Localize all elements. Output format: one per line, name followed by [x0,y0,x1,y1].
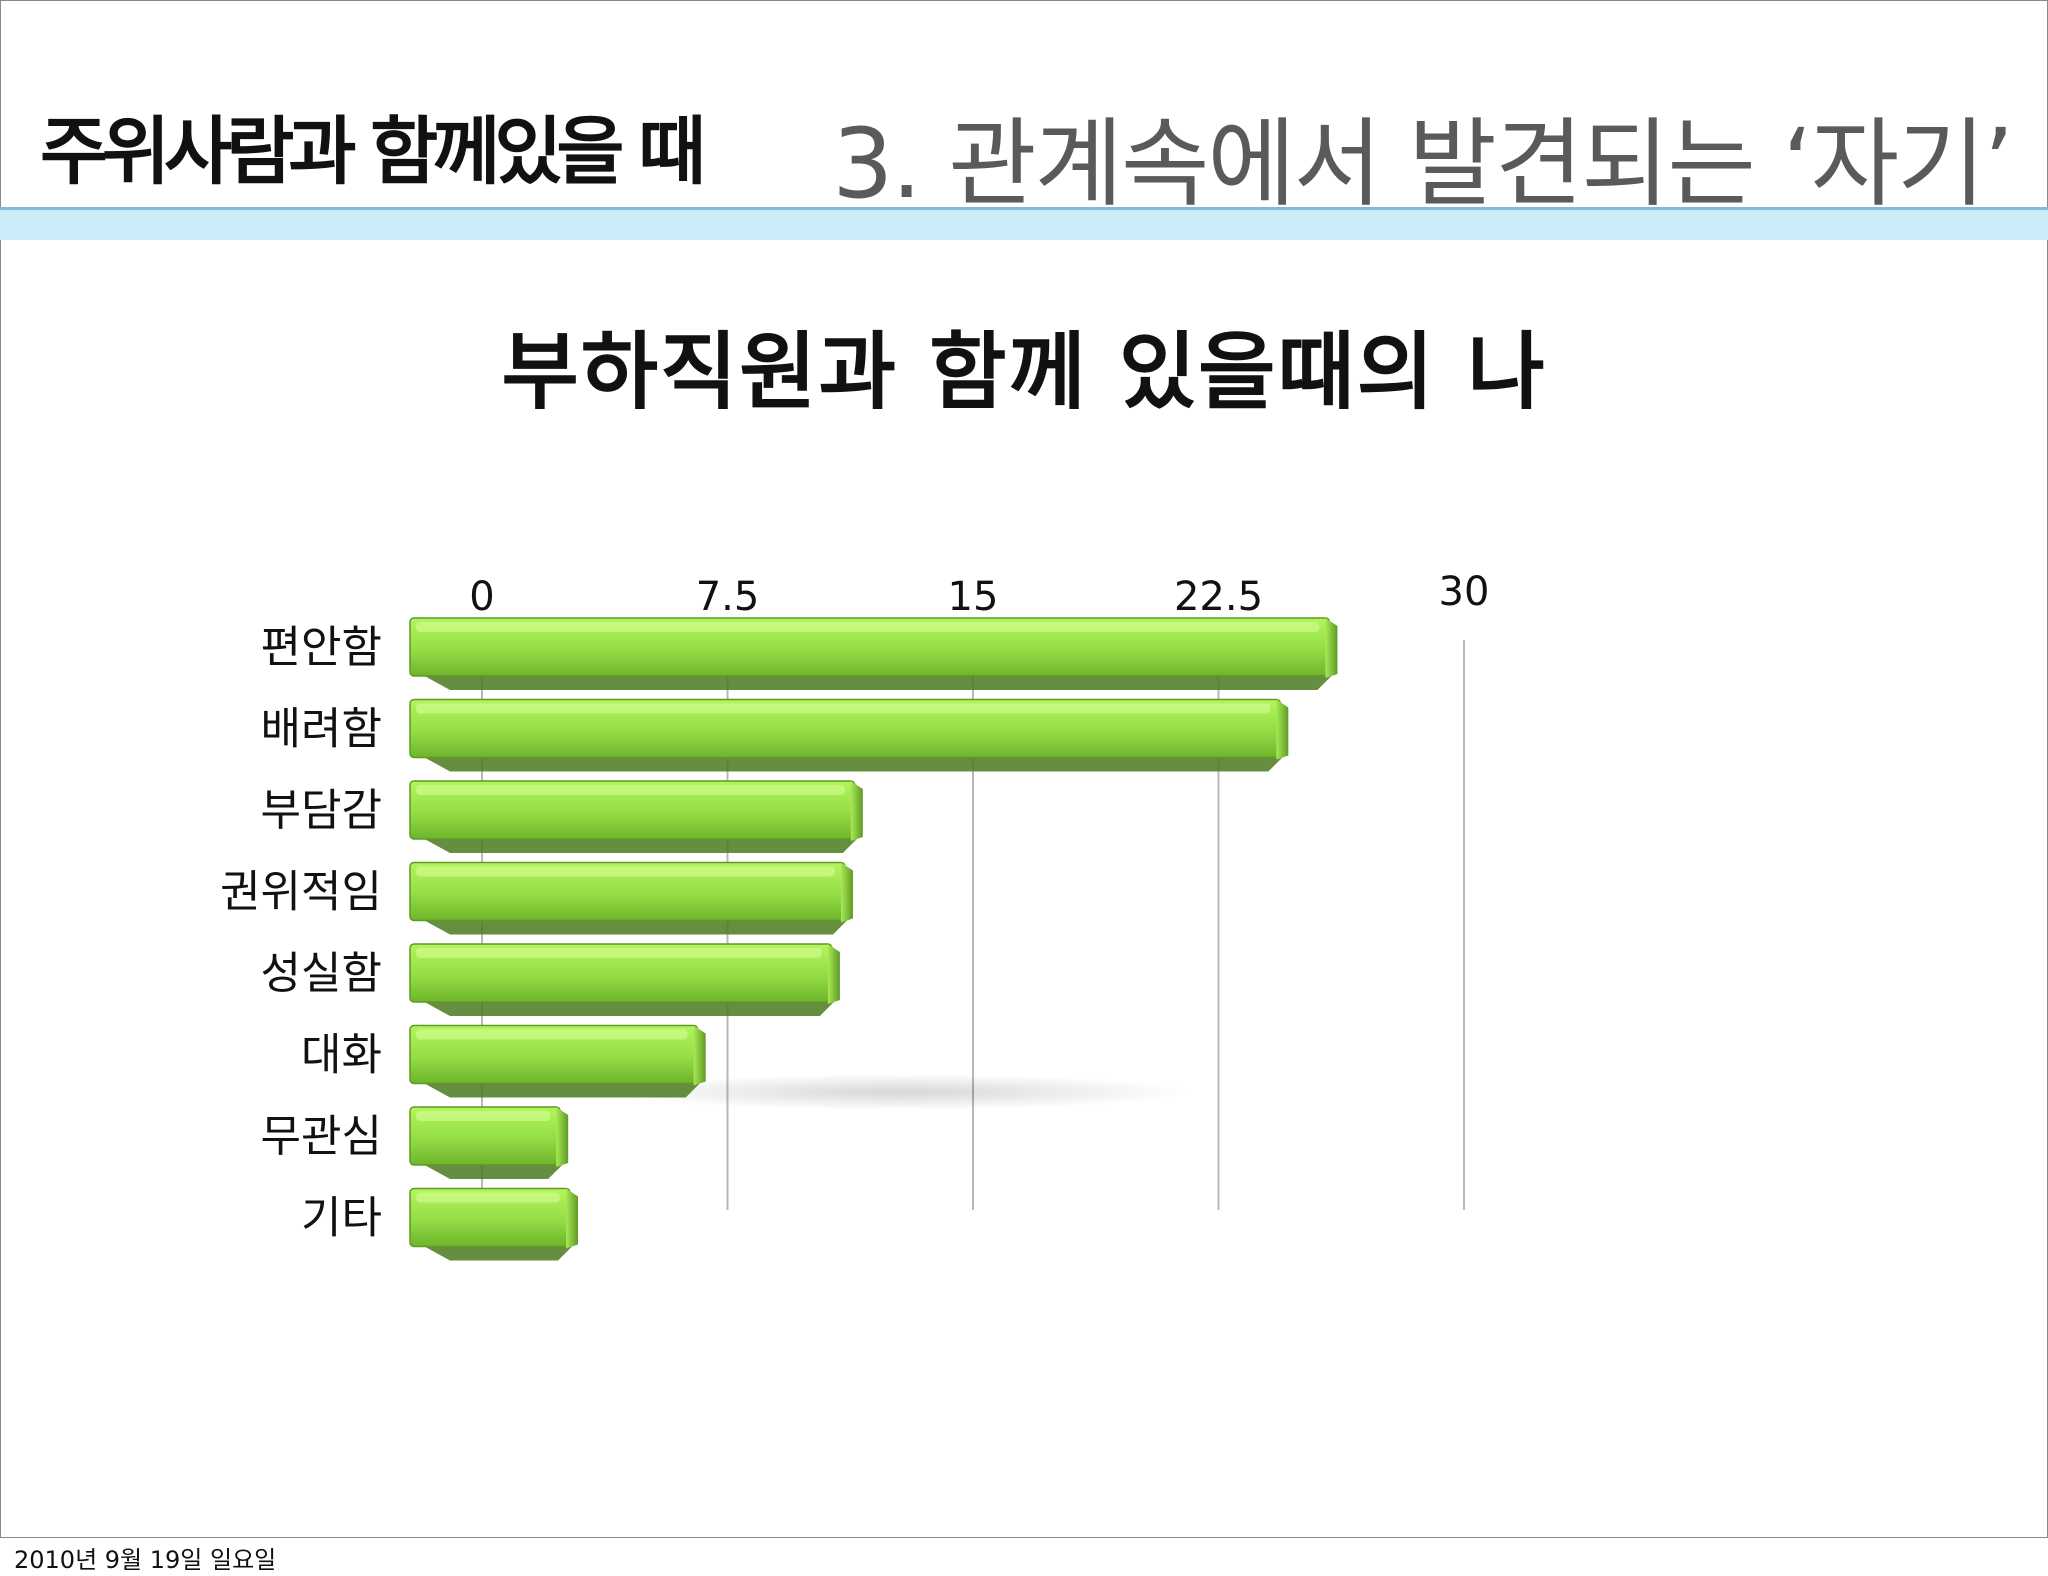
category-label: 부담감 [261,785,382,836]
section-title: 주위사람과 함께있을 때 [40,109,706,195]
bar [409,943,840,1016]
floor-shadow [610,1074,1190,1110]
chart-title: 부하직원과 함께 있을때의 나 [501,323,1547,421]
tick-label: 15 [948,574,999,620]
bar [409,1187,579,1261]
category-label: 배려함 [261,704,382,755]
category-label: 무관심 [261,1111,382,1162]
category-label: 기타 [301,1193,382,1244]
category-label: 대화 [301,1030,382,1081]
tick-label: 22.5 [1174,574,1263,620]
category-label: 권위적임 [220,867,382,918]
bar [409,1106,569,1179]
tick-label: 0 [469,574,494,620]
bar [409,698,1289,772]
tick-label: 7.5 [696,574,760,620]
bar [409,861,853,935]
slide-title: 3. 관계속에서 발견되는 ‘자기’ [832,108,2014,220]
category-label: 편안함 [261,622,382,673]
tick-label: 30 [1439,569,1490,615]
bar [409,1024,706,1098]
bar [409,780,863,853]
bar [409,617,1338,690]
header-rule [0,207,2048,210]
header-band [0,210,2048,240]
category-label: 성실함 [261,948,382,999]
footer-date: 2010년 9월 19일 일요일 [14,1546,277,1574]
